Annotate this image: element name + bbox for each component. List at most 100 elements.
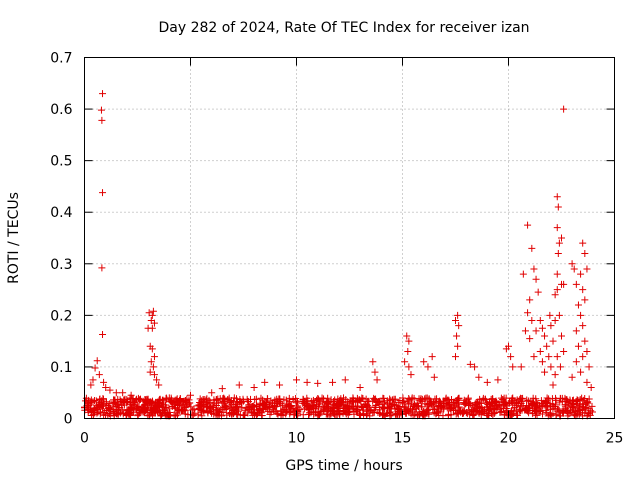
data-point-baseline bbox=[180, 397, 188, 405]
data-point bbox=[127, 391, 135, 399]
data-point-baseline bbox=[464, 394, 472, 402]
data-point bbox=[570, 265, 578, 273]
data-point-baseline bbox=[353, 408, 361, 416]
data-point bbox=[356, 384, 364, 392]
data-point bbox=[579, 353, 587, 361]
data-point bbox=[452, 317, 459, 325]
y-tick-label: 0.6 bbox=[50, 102, 72, 118]
data-point bbox=[261, 378, 269, 386]
data-point-baseline bbox=[411, 402, 419, 410]
data-point-baseline bbox=[119, 410, 127, 418]
data-point-baseline bbox=[196, 398, 204, 406]
data-point-baseline bbox=[582, 404, 590, 412]
data-point-baseline bbox=[525, 402, 533, 410]
data-point-baseline bbox=[581, 395, 589, 403]
data-point-baseline bbox=[456, 407, 464, 415]
data-point-baseline bbox=[204, 406, 212, 414]
data-point-baseline bbox=[283, 400, 291, 408]
data-point-baseline bbox=[249, 403, 257, 411]
data-point-baseline bbox=[187, 403, 195, 411]
data-point-baseline bbox=[435, 412, 443, 420]
y-tick-label: 0.7 bbox=[50, 51, 72, 67]
data-point-baseline bbox=[447, 411, 455, 419]
axis-ticks bbox=[84, 57, 615, 419]
data-point bbox=[581, 296, 589, 304]
data-point bbox=[560, 347, 568, 355]
data-point-baseline bbox=[305, 406, 313, 414]
data-point bbox=[403, 332, 411, 340]
data-point-baseline bbox=[224, 396, 232, 404]
data-point-baseline bbox=[356, 396, 364, 404]
data-point-baseline bbox=[389, 396, 397, 404]
data-point-baseline bbox=[454, 410, 462, 418]
data-point bbox=[100, 378, 108, 386]
data-point bbox=[534, 288, 542, 296]
data-point-baseline bbox=[488, 399, 496, 407]
data-point bbox=[453, 332, 461, 340]
data-point bbox=[574, 301, 582, 309]
data-point-baseline bbox=[230, 404, 238, 412]
data-point-baseline bbox=[434, 402, 442, 410]
data-point bbox=[471, 363, 479, 371]
data-point-baseline bbox=[378, 410, 386, 418]
data-point-baseline bbox=[423, 407, 431, 415]
data-point-baseline bbox=[571, 407, 579, 415]
data-point bbox=[572, 327, 580, 335]
data-point-baseline bbox=[529, 394, 537, 402]
data-point-baseline bbox=[128, 395, 136, 403]
data-point bbox=[543, 342, 551, 350]
data-point-baseline bbox=[114, 406, 122, 414]
data-point bbox=[577, 311, 585, 319]
data-point-baseline bbox=[554, 405, 562, 413]
data-point-baseline bbox=[552, 411, 560, 419]
x-axis-label: GPS time / hours bbox=[285, 458, 402, 474]
data-point bbox=[99, 90, 107, 98]
data-point-baseline bbox=[360, 400, 368, 408]
data-point bbox=[546, 311, 554, 319]
data-point-baseline bbox=[408, 394, 416, 402]
data-point-baseline bbox=[359, 394, 367, 402]
data-point bbox=[430, 373, 438, 381]
data-point bbox=[553, 270, 561, 278]
data-point-baseline bbox=[225, 394, 233, 402]
data-point-baseline bbox=[383, 405, 391, 413]
data-point bbox=[494, 376, 502, 384]
data-point-baseline bbox=[141, 404, 149, 412]
data-point-baseline bbox=[277, 411, 285, 419]
data-point-baseline bbox=[312, 404, 320, 412]
data-point bbox=[97, 106, 105, 114]
data-point-baseline bbox=[99, 395, 107, 403]
data-point-baseline bbox=[132, 406, 140, 414]
data-point-baseline bbox=[353, 405, 361, 413]
data-point-baseline bbox=[587, 407, 595, 415]
data-point-baseline bbox=[545, 395, 553, 403]
data-point bbox=[371, 368, 379, 376]
data-point bbox=[404, 347, 412, 355]
data-point-baseline bbox=[206, 403, 214, 411]
data-point-baseline bbox=[316, 398, 324, 406]
data-point bbox=[147, 358, 155, 366]
data-point-baseline bbox=[124, 398, 132, 406]
data-point-baseline bbox=[143, 395, 151, 403]
data-point bbox=[519, 270, 527, 278]
data-point-baseline bbox=[104, 402, 112, 410]
data-point bbox=[89, 376, 97, 384]
data-point-baseline bbox=[282, 410, 290, 418]
x-tick-label: 0 bbox=[80, 431, 89, 447]
data-point-baseline bbox=[264, 395, 272, 403]
data-point bbox=[276, 381, 284, 389]
data-point bbox=[530, 353, 538, 361]
data-point-baseline bbox=[517, 399, 525, 407]
data-point bbox=[517, 363, 525, 371]
data-point bbox=[454, 342, 462, 350]
data-point bbox=[568, 260, 576, 268]
data-point-baseline bbox=[363, 410, 371, 418]
data-point-baseline bbox=[485, 411, 493, 419]
data-point bbox=[148, 345, 156, 353]
data-point-baseline bbox=[533, 409, 541, 417]
data-point bbox=[538, 324, 546, 332]
data-point-baseline bbox=[323, 400, 331, 408]
data-point-baseline bbox=[259, 400, 267, 408]
data-point-baseline bbox=[516, 396, 524, 404]
data-point bbox=[98, 264, 106, 272]
